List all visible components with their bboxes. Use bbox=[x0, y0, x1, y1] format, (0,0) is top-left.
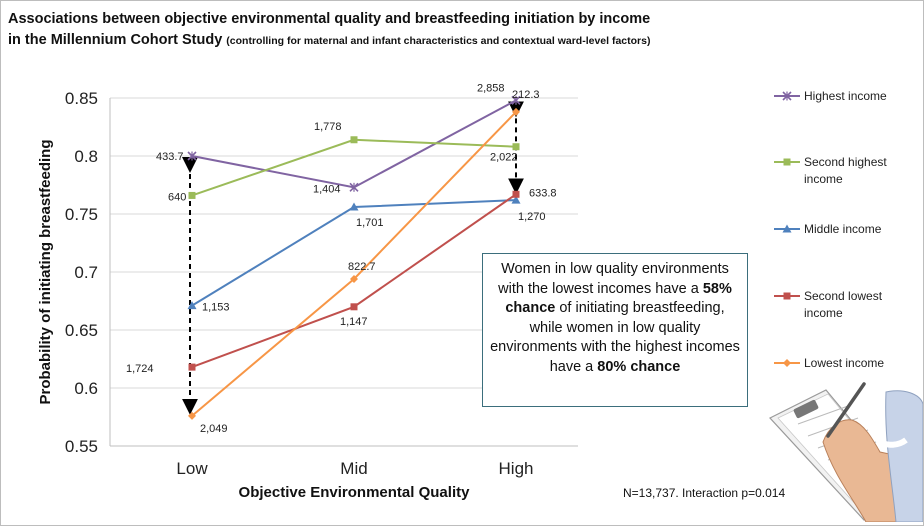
data-label: 212.3 bbox=[512, 89, 540, 101]
data-point bbox=[782, 91, 792, 101]
legend-label: Second highest bbox=[804, 155, 887, 169]
data-label: 1,147 bbox=[340, 316, 368, 328]
data-label: 2,022 bbox=[490, 152, 518, 164]
data-point bbox=[188, 191, 196, 199]
data-label: 433.7 bbox=[156, 151, 184, 163]
x-axis-title: Objective Environmental Quality bbox=[239, 484, 471, 501]
data-label: 1,153 bbox=[202, 302, 230, 314]
comparison-arrows bbox=[182, 101, 524, 415]
data-label: 1,724 bbox=[126, 363, 154, 375]
data-label: 1,701 bbox=[356, 217, 384, 229]
y-tick-label: 0.75 bbox=[65, 205, 98, 224]
legend-item: Second highest income bbox=[774, 155, 887, 186]
data-point bbox=[511, 195, 521, 204]
legend-item: Middle income bbox=[774, 222, 882, 236]
data-point bbox=[350, 303, 358, 311]
x-tick-label: Mid bbox=[340, 459, 367, 478]
data-label: 2,049 bbox=[200, 423, 228, 435]
title-line-1: Associations between objective environme… bbox=[8, 11, 651, 27]
data-point bbox=[782, 224, 792, 233]
callout-text-2: of initiating breastfeeding, while women… bbox=[490, 300, 740, 375]
data-point bbox=[512, 190, 520, 198]
data-point bbox=[349, 182, 359, 192]
axes: 0.55 0.6 0.65 0.7 0.75 0.8 0.85 Low Mid High Objec… bbox=[37, 89, 578, 501]
data-point bbox=[783, 158, 791, 166]
callout-bold-2: 80% chance bbox=[597, 358, 681, 375]
y-axis-title: Probability of initiating breastfeeding bbox=[37, 139, 54, 404]
data-labels: 433.7 1,404 2,858 640 1,778 2,022 1,153 1,701 1,… bbox=[126, 82, 557, 435]
data-point bbox=[512, 143, 520, 151]
y-tick-label: 0.7 bbox=[74, 263, 98, 282]
data-point bbox=[188, 363, 196, 371]
data-point bbox=[783, 292, 791, 300]
legend-label: income bbox=[804, 306, 843, 320]
data-point bbox=[349, 202, 359, 211]
clipboard-hand-illustration bbox=[769, 382, 923, 522]
legend-label: income bbox=[804, 172, 843, 186]
title-subtitle: (controlling for maternal and infant cha… bbox=[226, 35, 651, 47]
legend-label: Second lowest bbox=[804, 289, 883, 303]
legend-label: Middle income bbox=[804, 222, 882, 236]
data-point bbox=[188, 411, 196, 420]
legend-item: Lowest income bbox=[774, 356, 884, 370]
data-label: 1,404 bbox=[313, 183, 341, 195]
series-line bbox=[191, 199, 517, 307]
y-tick-label: 0.55 bbox=[65, 437, 98, 456]
legend-item: Second lowest income bbox=[774, 289, 883, 320]
callout-text-1: Women in low quality environments with t… bbox=[498, 261, 729, 297]
data-label: 2,858 bbox=[477, 82, 505, 94]
x-tick-label: Low bbox=[176, 459, 208, 478]
data-label: 822.7 bbox=[348, 261, 376, 273]
data-point bbox=[511, 95, 521, 105]
data-label: 1,778 bbox=[314, 121, 342, 133]
y-tick-label: 0.85 bbox=[65, 89, 98, 108]
legend-label: Lowest income bbox=[804, 356, 884, 370]
legend: Highest income Second highest income Middle… bbox=[774, 89, 887, 370]
callout-bold-1: 58% chance bbox=[505, 280, 732, 317]
callout-box: Women in low quality environments with t… bbox=[482, 253, 748, 407]
y-tick-label: 0.8 bbox=[74, 147, 98, 166]
legend-label: Highest income bbox=[804, 89, 887, 103]
data-label: 640 bbox=[168, 191, 186, 203]
legend-item: Highest income bbox=[774, 89, 887, 103]
y-tick-label: 0.65 bbox=[65, 321, 98, 340]
data-point bbox=[783, 359, 791, 367]
x-tick-label: High bbox=[499, 459, 534, 478]
data-label: 633.8 bbox=[529, 187, 557, 199]
data-point bbox=[187, 151, 197, 161]
data-point bbox=[350, 274, 358, 283]
title-line-2: in the Millennium Cohort Study bbox=[8, 32, 227, 48]
footnote: N=13,737. Interaction p=0.014 bbox=[623, 486, 786, 500]
y-tick-label: 0.6 bbox=[74, 379, 98, 398]
chart-title: Associations between objective environme… bbox=[8, 9, 650, 52]
data-point bbox=[512, 107, 520, 116]
data-point bbox=[187, 301, 197, 310]
data-label: 1,270 bbox=[518, 211, 546, 223]
series-lines bbox=[187, 95, 521, 420]
data-point bbox=[350, 136, 358, 144]
